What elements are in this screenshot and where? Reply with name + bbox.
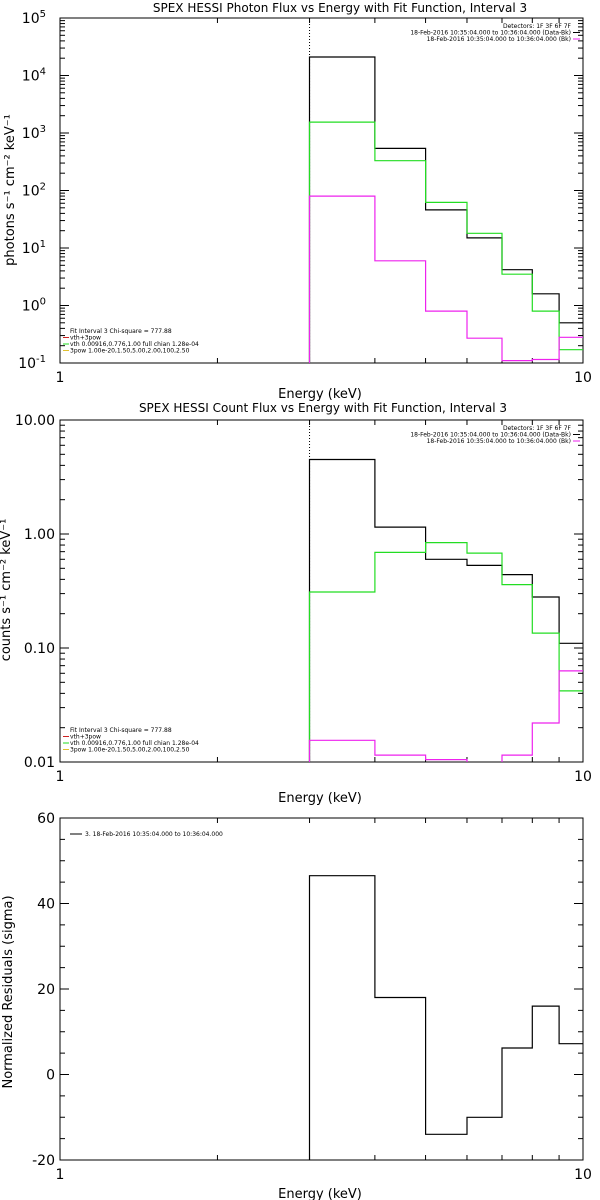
legend-top-right-text: Detectors: 1F 3F 6F 7F — [503, 425, 572, 432]
chart-title: SPEX HESSI Count Flux vs Energy with Fit… — [139, 401, 507, 415]
x-axis-label: Energy (keV) — [278, 387, 362, 402]
y-tick-label: 1.00 — [24, 527, 55, 543]
x-tick-label: 10 — [574, 370, 592, 386]
series-group — [308, 56, 583, 363]
x-tick-label: 1 — [56, 370, 65, 386]
series-residuals-line — [308, 875, 583, 1160]
plot-frame — [59, 817, 584, 1161]
plot-frame — [59, 419, 584, 763]
legend-top-right-text: Detectors: 1F 3F 6F 7F — [503, 23, 572, 30]
x-tick-label: 10 — [574, 769, 592, 785]
y-axis-label: Normalized Residuals (sigma) — [1, 895, 16, 1088]
series-vth-line — [308, 542, 583, 762]
y-tick-label: 0.01 — [24, 755, 55, 771]
legend-bottom-left-text: vth 0.00916,0.776,1.00 full chian 1.28e-… — [70, 341, 199, 348]
series-bk-line — [308, 195, 583, 363]
x-axis-label: Energy (keV) — [278, 791, 362, 806]
photon-flux-panel: SPEX HESSI Photon Flux vs Energy with Fi… — [3, 1, 592, 402]
legend-bottom-left-text: vth 0.00916,0.776,1.00 full chian 1.28e-… — [70, 740, 199, 747]
legend-top-right-text: 18-Feb-2016 10:35:04.000 to 10:36:04.000… — [427, 438, 571, 445]
legend-top-right-text: 18-Feb-2016 10:35:04.000 to 10:36:04.000… — [410, 30, 571, 37]
y-tick-label: -20 — [32, 1153, 55, 1169]
legend-bottom-left-text: vth+3pow — [70, 335, 101, 342]
chart-title: SPEX HESSI Photon Flux vs Energy with Fi… — [153, 1, 527, 15]
series-data-line — [308, 458, 583, 762]
y-tick-label: 101 — [22, 239, 46, 257]
plot-area: 1 10 10-1 100 101 102 103 104 105 Detectors: 1F 3… — [18, 9, 592, 386]
count-flux-panel: SPEX HESSI Count Flux vs Energy with Fit… — [0, 401, 592, 806]
legend-bottom-left-text: vth+3pow — [70, 734, 101, 741]
y-tick-label: 60 — [37, 811, 55, 827]
y-axis-label: counts s⁻¹ cm⁻² keV⁻¹ — [0, 519, 14, 662]
y-tick-label: 10.00 — [15, 413, 55, 429]
y-tick-label: 20 — [37, 982, 55, 998]
x-axis-label: Energy (keV) — [278, 1187, 362, 1200]
legend-bottom-left-text: Fit Interval 3 Chi-square = 777.88 — [70, 328, 172, 335]
plot-area: 1 10 -20 0 20 40 60 3. 18-Feb-2016 10:35:04.000… — [32, 811, 592, 1183]
legend-bottom-left-text: 3pow 1.00e-20,1.50,5.00,2.00,100,2.50 — [70, 747, 190, 754]
series-group — [308, 458, 583, 762]
plot-area: 1 10 0.01 0.10 1.00 10.00 Detectors: 1F 3F 6F … — [15, 413, 592, 785]
y-tick-label: 104 — [22, 67, 46, 85]
y-tick-label: 105 — [22, 9, 46, 27]
y-tick-label: 40 — [37, 897, 55, 913]
legend-bottom-left-text: 3pow 1.00e-20,1.50,5.00,2.00,100,2.50 — [70, 348, 190, 355]
x-tick-label: 10 — [574, 1167, 592, 1183]
y-tick-label: 100 — [22, 297, 46, 315]
series-data-line — [308, 56, 583, 363]
series-group — [308, 875, 583, 1160]
y-tick-label: 102 — [22, 182, 46, 200]
legend-bottom-left-text: Fit Interval 3 Chi-square = 777.88 — [70, 727, 172, 734]
x-tick-label: 1 — [56, 769, 65, 785]
x-tick-label: 1 — [56, 1167, 65, 1183]
series-bk-line — [308, 670, 583, 762]
y-tick-label: 0.10 — [24, 641, 55, 657]
y-tick-label: 0 — [46, 1068, 55, 1084]
legend-top-right-text: 18-Feb-2016 10:35:04.000 to 10:36:04.000… — [410, 432, 571, 439]
series-vth-line — [308, 121, 583, 363]
residuals-panel: 1 10 -20 0 20 40 60 3. 18-Feb-2016 10:35:04.000… — [1, 811, 592, 1200]
legend-top-left-text: 3. 18-Feb-2016 10:35:04.000 to 10:36:04.… — [85, 831, 223, 838]
y-axis-label: photons s⁻¹ cm⁻² keV⁻¹ — [3, 114, 18, 266]
y-tick-label: 103 — [22, 124, 46, 142]
plot-frame — [59, 17, 584, 364]
legend-top-right-text: 18-Feb-2016 10:35:04.000 to 10:36:04.000… — [427, 36, 571, 43]
y-tick-label: 10-1 — [18, 354, 46, 372]
